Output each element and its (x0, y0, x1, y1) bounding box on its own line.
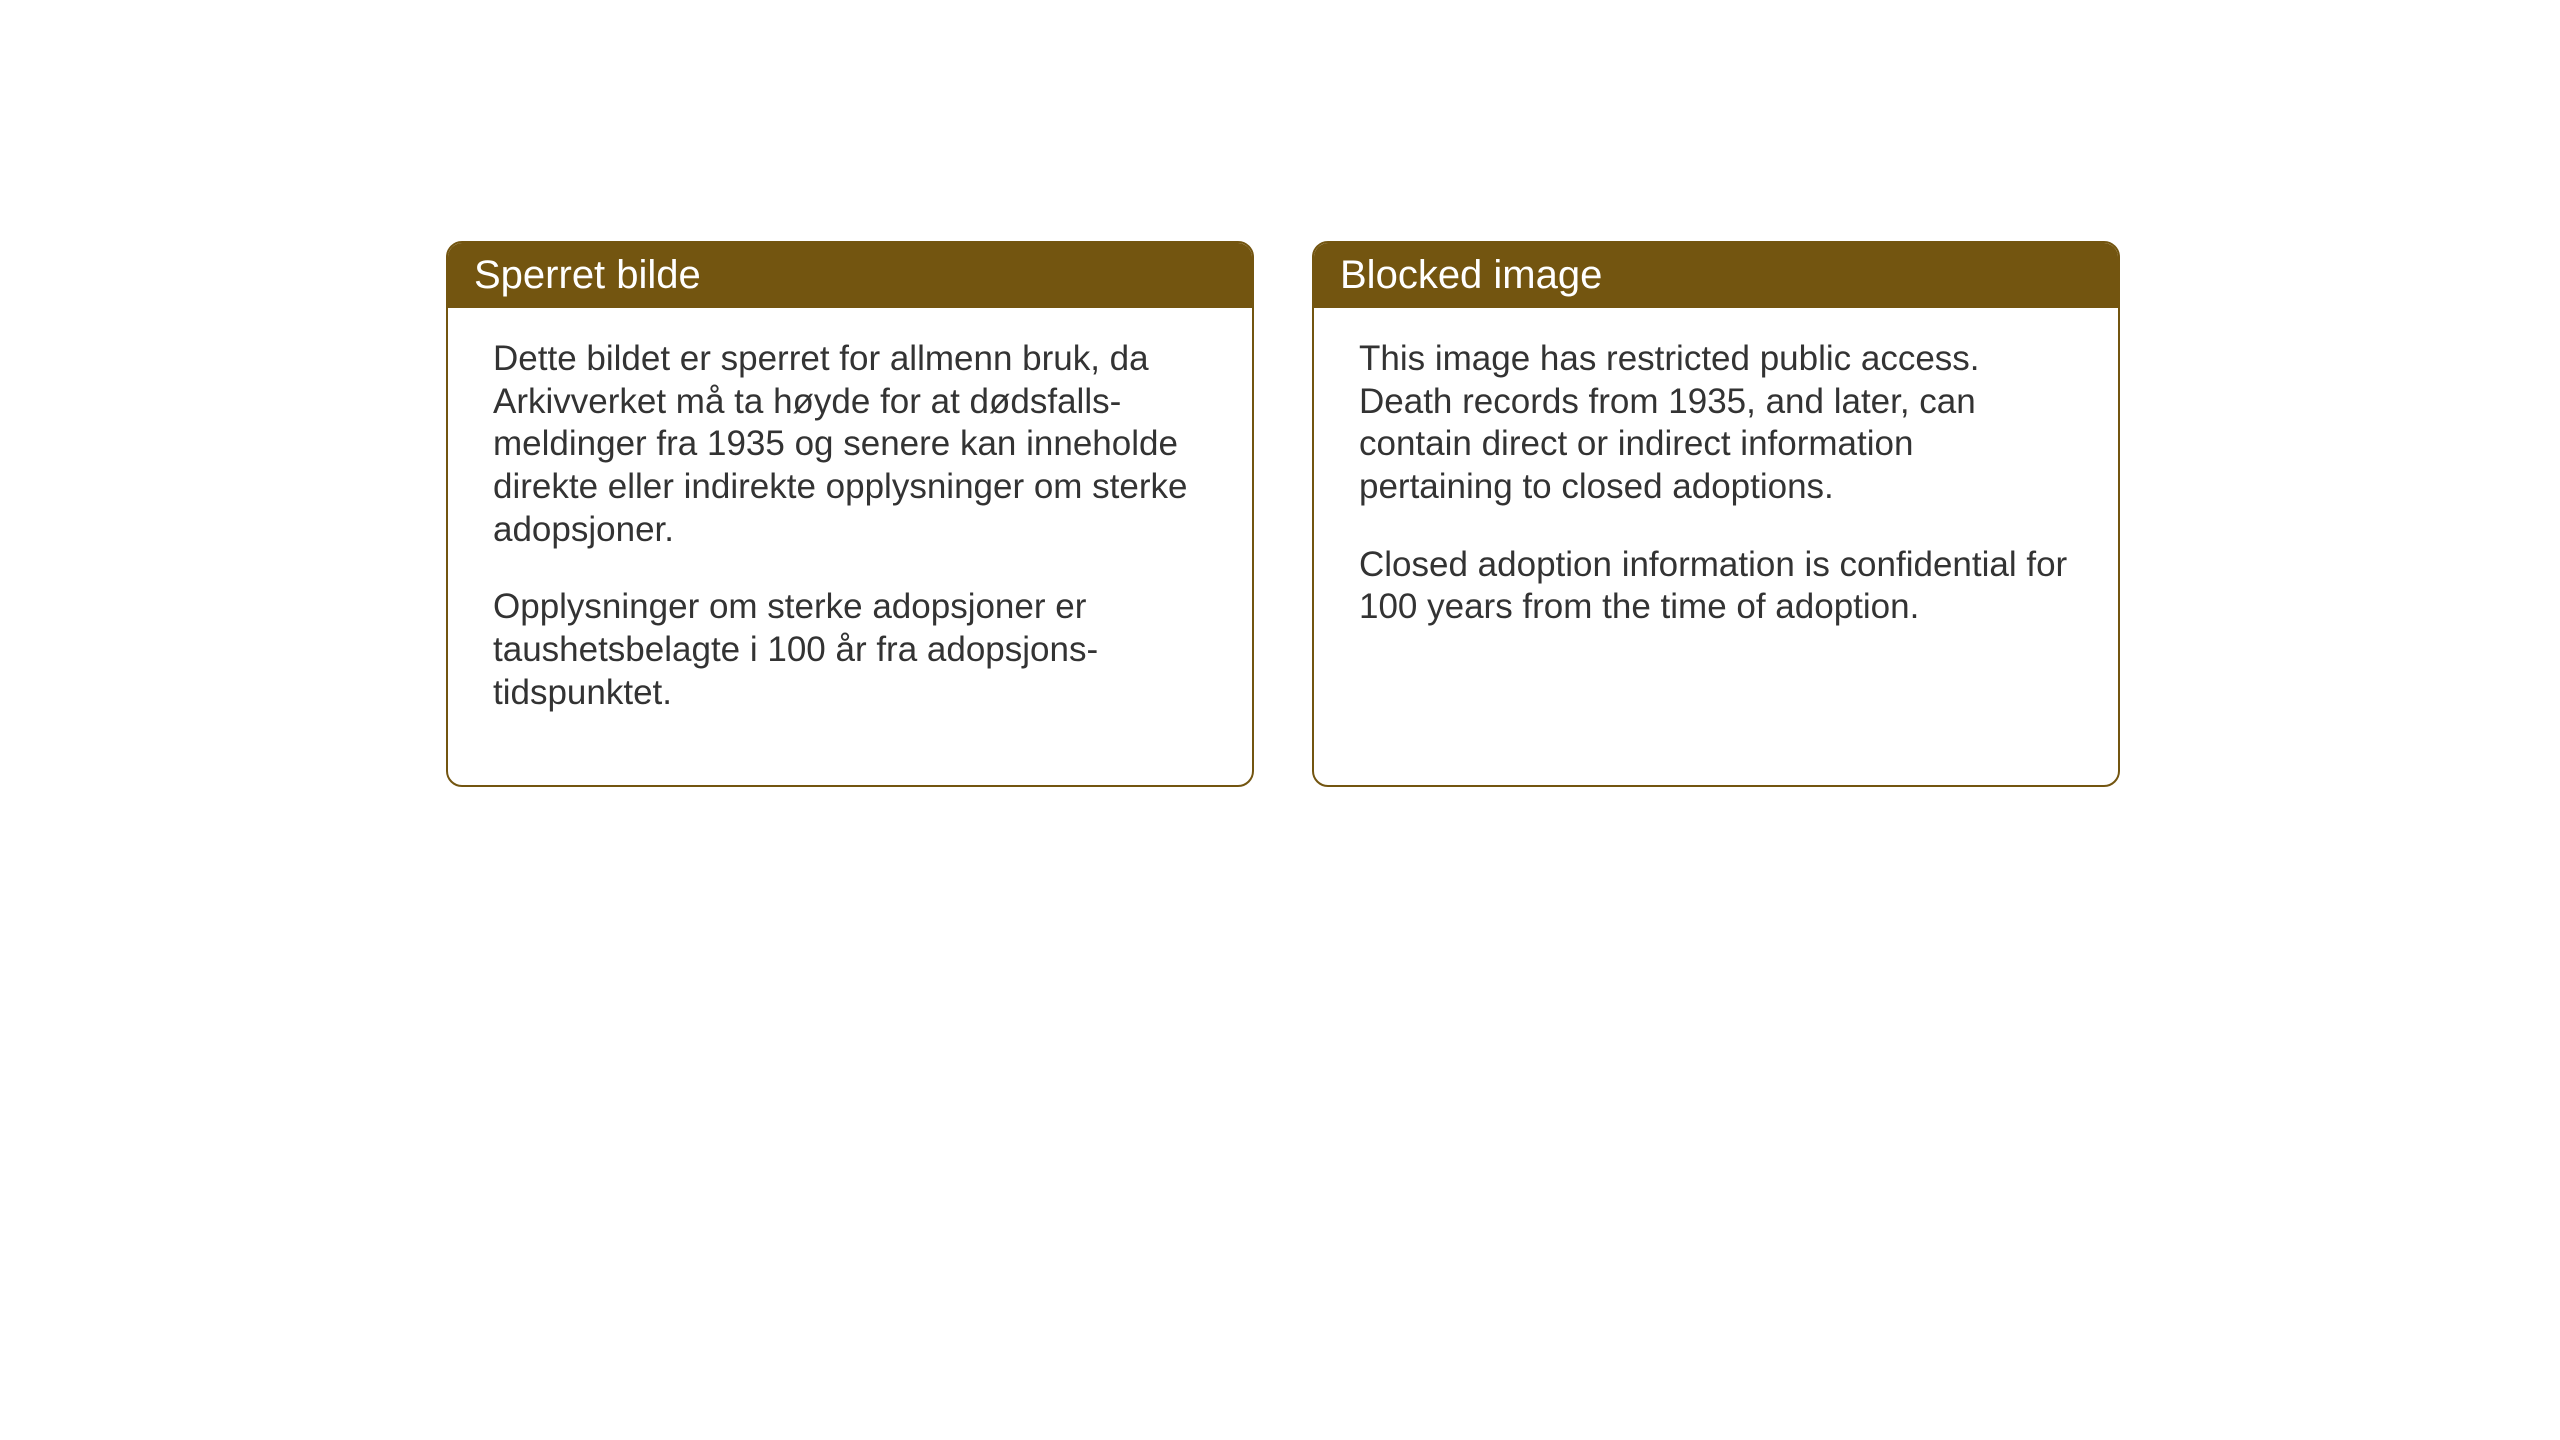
english-card-body: This image has restricted public access.… (1314, 308, 2118, 699)
english-paragraph-1: This image has restricted public access.… (1359, 338, 2073, 509)
norwegian-notice-card: Sperret bilde Dette bildet er sperret fo… (446, 241, 1254, 787)
norwegian-paragraph-1: Dette bildet er sperret for allmenn bruk… (493, 338, 1207, 551)
english-paragraph-2: Closed adoption information is confident… (1359, 544, 2073, 629)
english-notice-card: Blocked image This image has restricted … (1312, 241, 2120, 787)
norwegian-card-body: Dette bildet er sperret for allmenn bruk… (448, 308, 1252, 785)
notice-container: Sperret bilde Dette bildet er sperret fo… (446, 241, 2120, 787)
norwegian-card-title: Sperret bilde (448, 243, 1252, 308)
english-card-title: Blocked image (1314, 243, 2118, 308)
norwegian-paragraph-2: Opplysninger om sterke adopsjoner er tau… (493, 586, 1207, 714)
